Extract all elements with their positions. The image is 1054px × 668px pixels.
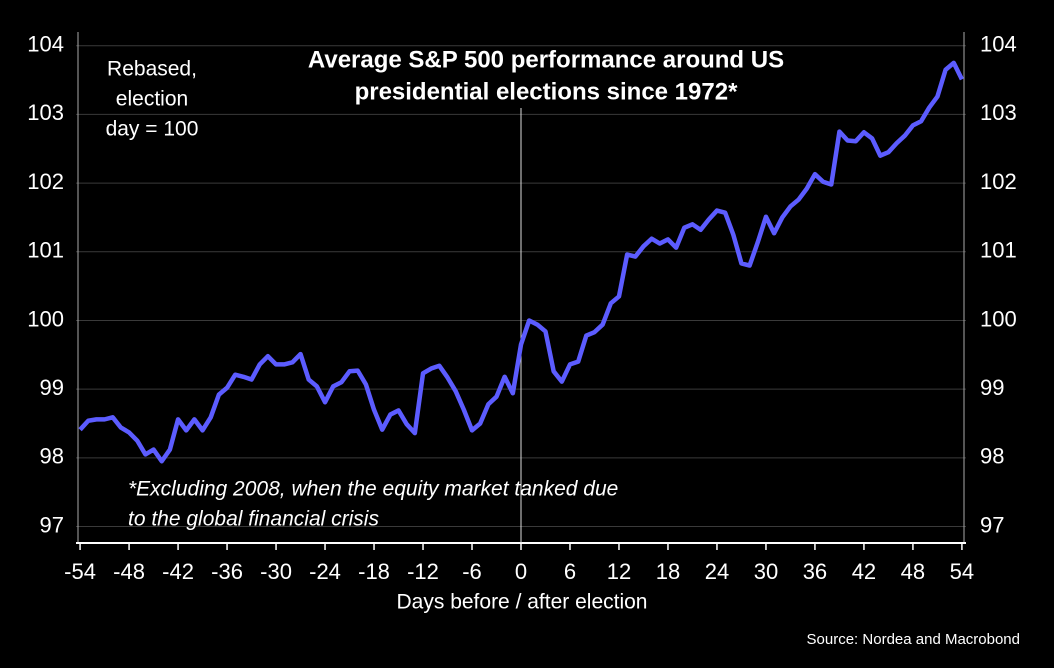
y2-tick-label: 99 xyxy=(980,375,1004,400)
annotation: election xyxy=(116,88,188,111)
annotation: day = 100 xyxy=(106,118,199,141)
x-axis-label: Days before / after election xyxy=(397,591,648,614)
y2-tick-label: 102 xyxy=(980,169,1017,194)
y2-tick-label: 97 xyxy=(980,512,1004,537)
x-tick-label: -30 xyxy=(260,559,292,584)
x-tick-label: -18 xyxy=(358,559,390,584)
y-tick-label: 103 xyxy=(27,100,64,125)
x-tick-label: 6 xyxy=(564,559,576,584)
x-tick-label: 12 xyxy=(607,559,631,584)
y-tick-label: 102 xyxy=(27,169,64,194)
y-tick-label: 97 xyxy=(40,512,64,537)
x-tick-label: 24 xyxy=(705,559,729,584)
x-tick-label: -6 xyxy=(462,559,482,584)
y2-tick-label: 104 xyxy=(980,32,1017,57)
y-tick-label: 104 xyxy=(27,32,64,57)
annotation: Rebased, xyxy=(107,58,197,81)
x-tick-label: -48 xyxy=(113,559,145,584)
y-tick-label: 99 xyxy=(40,375,64,400)
x-tick-label: 30 xyxy=(754,559,778,584)
y-tick-label: 101 xyxy=(27,238,64,263)
y-tick-label: 100 xyxy=(27,306,64,331)
y2-tick-label: 98 xyxy=(980,444,1004,469)
x-tick-label: -12 xyxy=(407,559,439,584)
y2-tick-label: 100 xyxy=(980,306,1017,331)
x-tick-label: 18 xyxy=(656,559,680,584)
chart-title: presidential elections since 1972* xyxy=(355,78,739,105)
chart-title: Average S&P 500 performance around US xyxy=(308,46,784,73)
x-tick-label: -24 xyxy=(309,559,341,584)
x-tick-label: -54 xyxy=(64,559,96,584)
x-tick-label: 36 xyxy=(803,559,827,584)
x-tick-label: 54 xyxy=(950,559,974,584)
x-tick-label: 42 xyxy=(852,559,876,584)
data-line xyxy=(78,60,964,464)
x-tick-label: -42 xyxy=(162,559,194,584)
source: Source: Nordea and Macrobond xyxy=(807,631,1020,648)
x-tick-label: 0 xyxy=(515,559,527,584)
y-tick-label: 98 xyxy=(40,444,64,469)
y2-tick-label: 101 xyxy=(980,238,1017,263)
x-tick-label: 48 xyxy=(901,559,925,584)
footnote: to the global financial crisis xyxy=(128,508,379,531)
footnote: *Excluding 2008, when the equity market … xyxy=(128,478,618,501)
x-tick-label: -36 xyxy=(211,559,243,584)
y2-tick-label: 103 xyxy=(980,100,1017,125)
